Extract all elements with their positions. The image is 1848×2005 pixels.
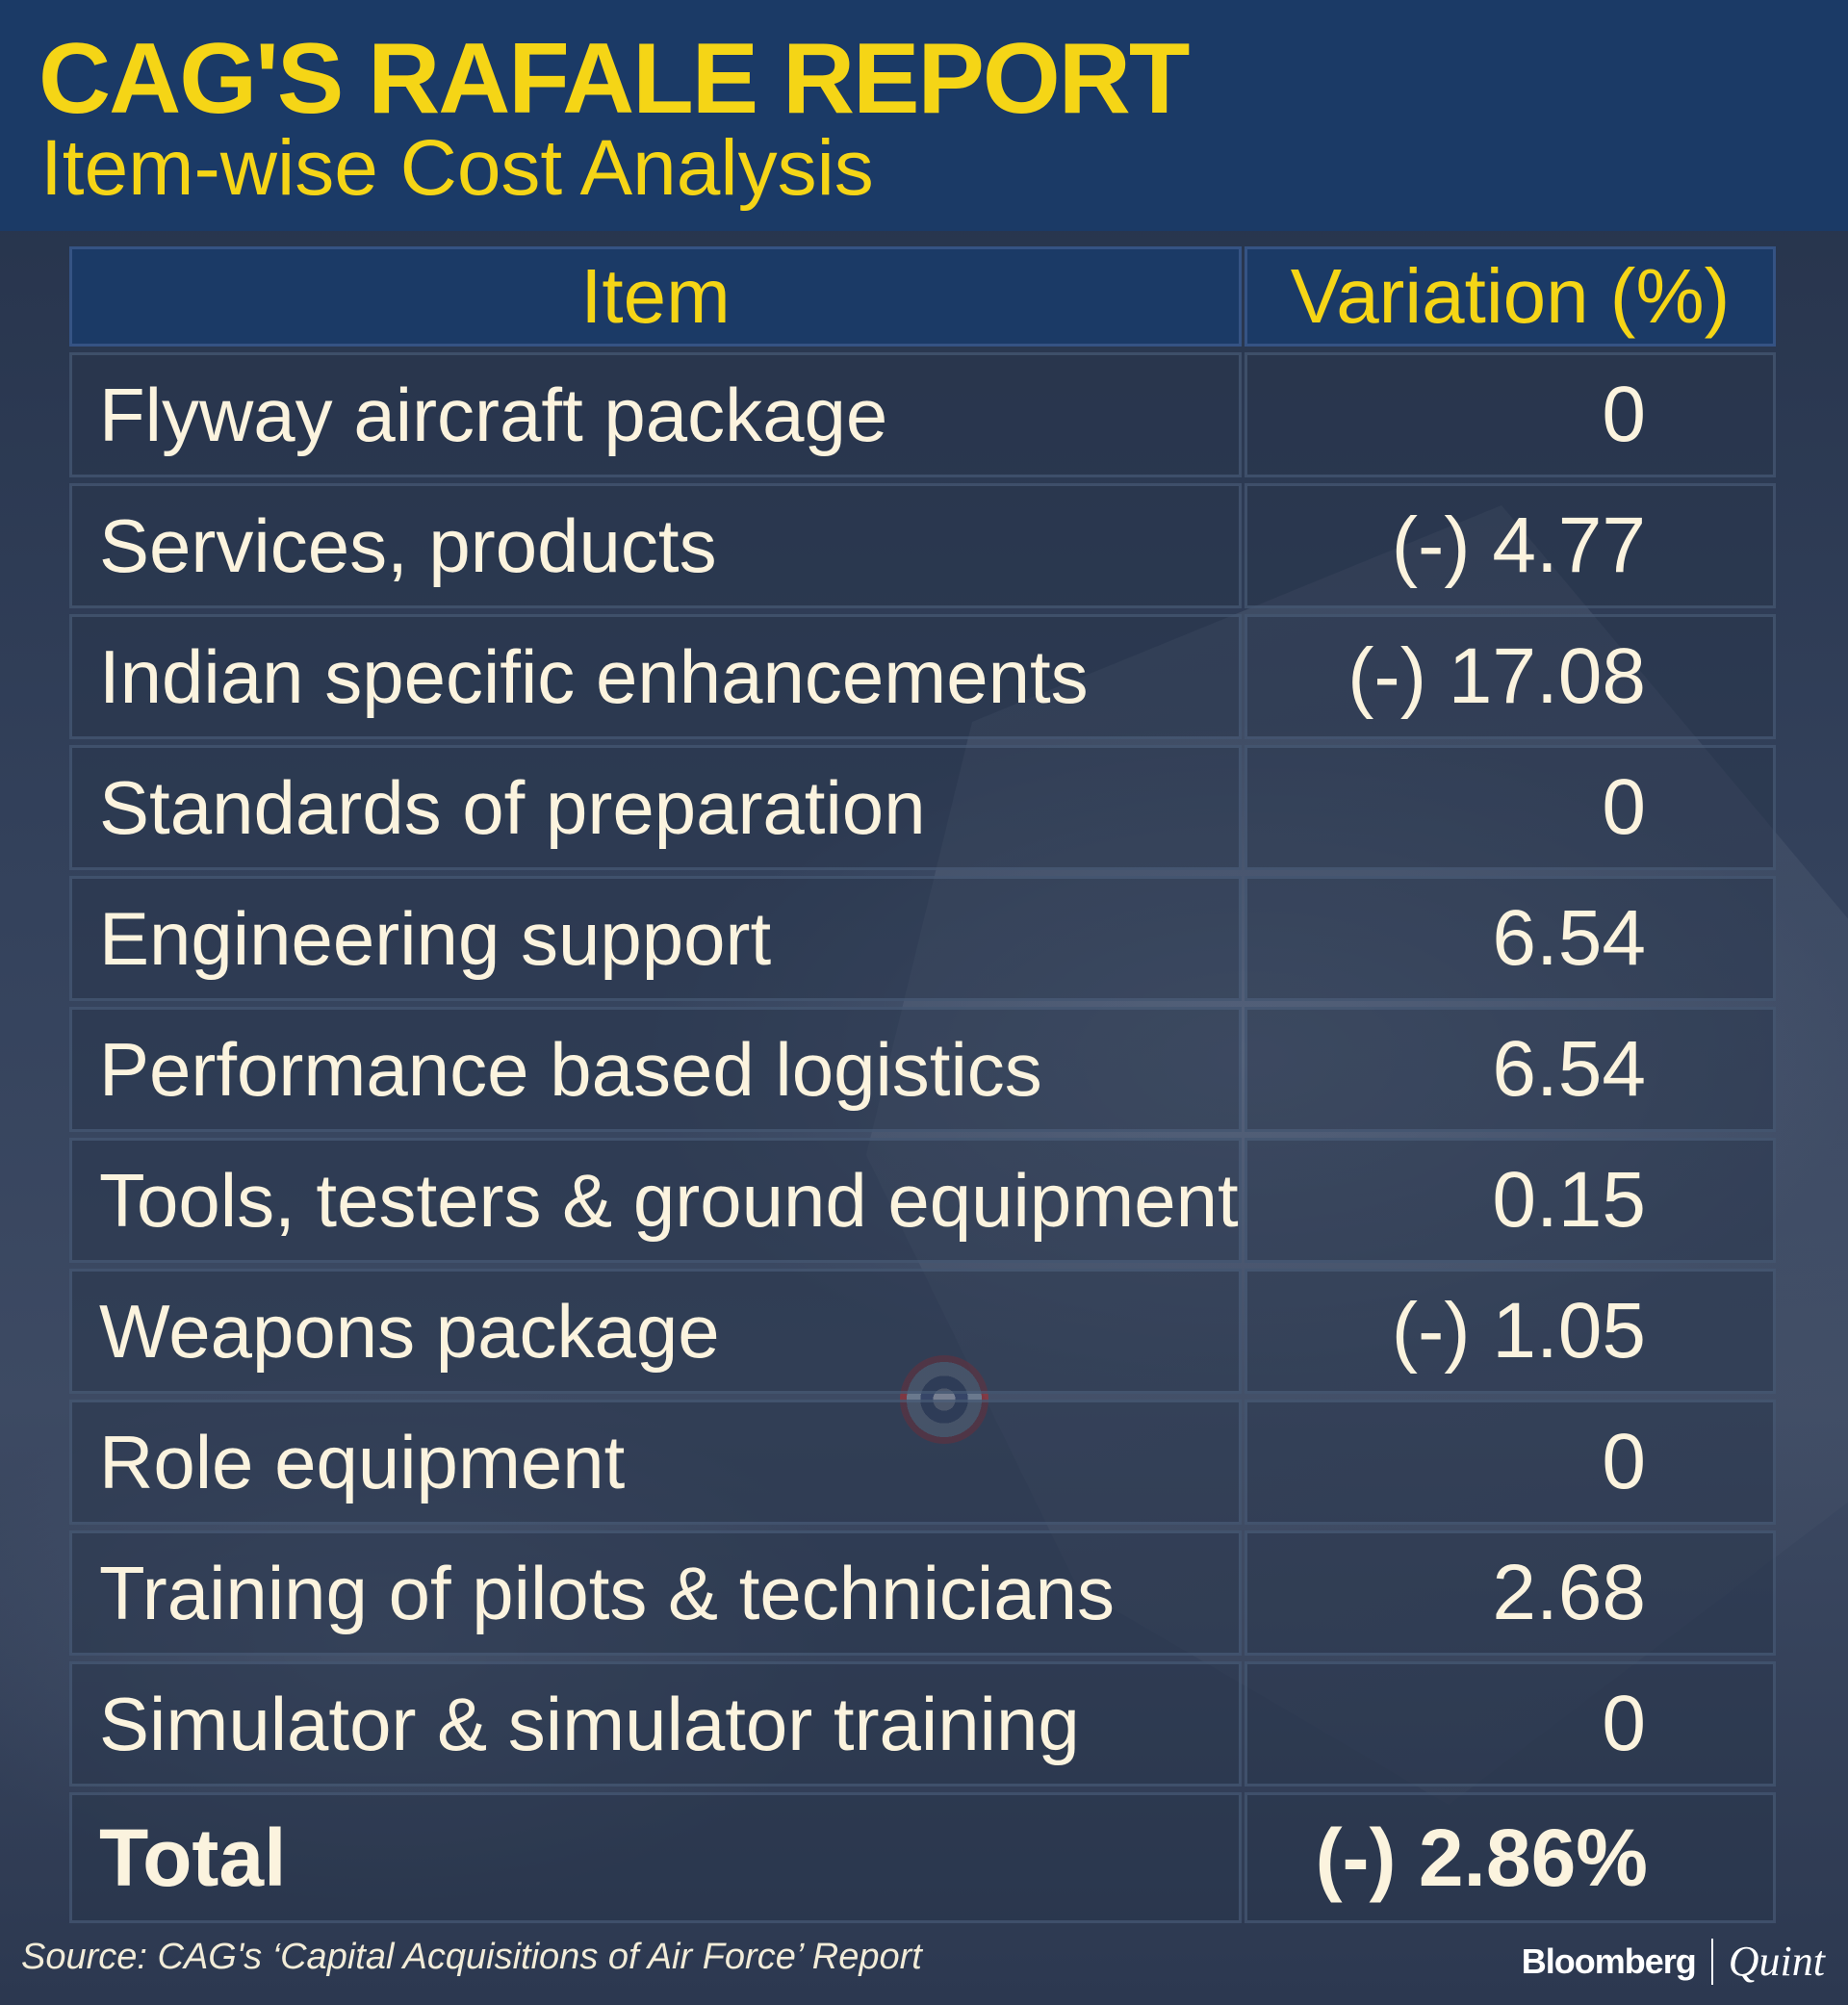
item-cell: Indian specific enhancements [69,614,1242,739]
variation-cell: 0 [1245,745,1776,870]
page-subtitle: Item-wise Cost Analysis [40,124,874,212]
cost-table: Item Variation (%) Flyway aircraft packa… [69,246,1779,1929]
table-row: Services, products (-) 4.77 [69,483,1779,614]
column-header-item: Item [69,246,1242,347]
table-row: Role equipment 0 [69,1400,1779,1530]
variation-cell: 6.54 [1245,876,1776,1001]
table-row: Tools, testers & ground equipment 0.15 [69,1138,1779,1269]
source-note: Source: CAG's ‘Capital Acquisitions of A… [21,1937,922,1977]
variation-cell: (-) 1.05 [1245,1269,1776,1394]
variation-cell: 2.68 [1245,1530,1776,1656]
item-cell: Role equipment [69,1400,1242,1525]
table-row: Weapons package (-) 1.05 [69,1269,1779,1400]
table-row: Performance based logistics 6.54 [69,1007,1779,1138]
variation-cell: (-) 17.08 [1245,614,1776,739]
table-header-row: Item Variation (%) [69,246,1779,352]
header-banner: CAG'S RAFALE REPORT Item-wise Cost Analy… [0,0,1848,231]
item-cell: Weapons package [69,1269,1242,1394]
brand-quint: Quint [1728,1938,1825,1985]
item-cell: Tools, testers & ground equipment [69,1138,1242,1263]
item-cell: Simulator & simulator training [69,1661,1242,1787]
item-cell: Performance based logistics [69,1007,1242,1132]
variation-cell: 0.15 [1245,1138,1776,1263]
item-cell: Standards of preparation [69,745,1242,870]
table-row: Engineering support 6.54 [69,876,1779,1007]
brand-bloomberg: Bloomberg [1521,1941,1697,1981]
total-label: Total [69,1792,1242,1923]
variation-cell: (-) 4.77 [1245,483,1776,608]
variation-cell: 0 [1245,1661,1776,1787]
brand-logo: Bloomberg Quint [1522,1937,1825,1986]
table-row: Standards of preparation 0 [69,745,1779,876]
item-cell: Services, products [69,483,1242,608]
brand-divider [1710,1938,1713,1985]
variation-cell: 0 [1245,352,1776,477]
table-row: Flyway aircraft package 0 [69,352,1779,483]
variation-cell: 0 [1245,1400,1776,1525]
table-row: Training of pilots & technicians 2.68 [69,1530,1779,1661]
variation-cell: 6.54 [1245,1007,1776,1132]
table-row: Simulator & simulator training 0 [69,1661,1779,1792]
page-title: CAG'S RAFALE REPORT [38,23,1190,135]
item-cell: Flyway aircraft package [69,352,1242,477]
item-cell: Engineering support [69,876,1242,1001]
item-cell: Training of pilots & technicians [69,1530,1242,1656]
table-total-row: Total (-) 2.86% [69,1792,1779,1929]
total-value: (-) 2.86% [1245,1792,1776,1923]
table-row: Indian specific enhancements (-) 17.08 [69,614,1779,745]
column-header-variation: Variation (%) [1245,246,1776,347]
